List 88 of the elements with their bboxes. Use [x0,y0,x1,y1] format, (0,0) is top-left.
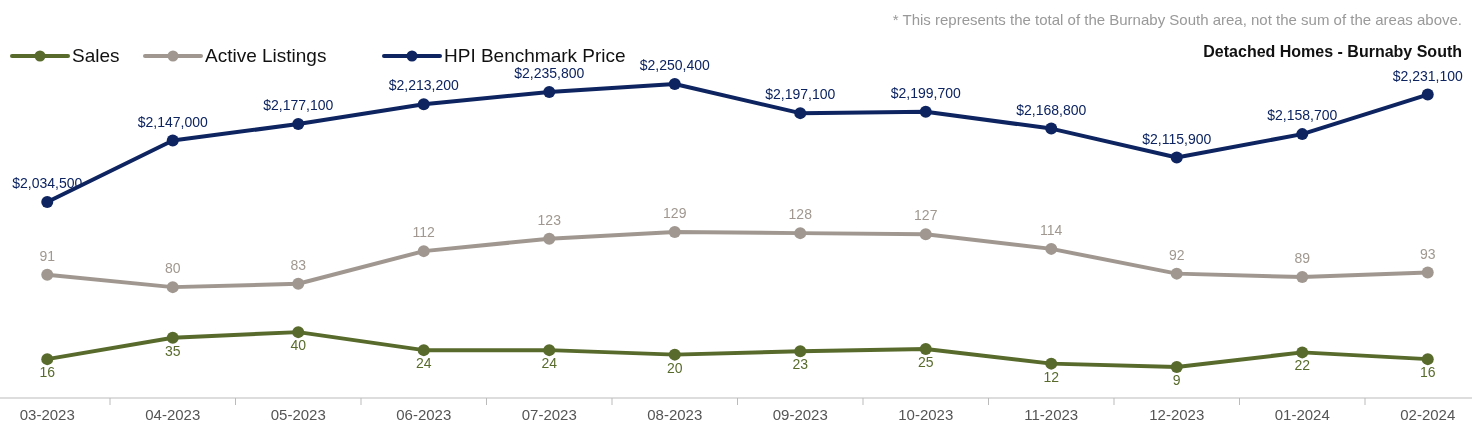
point [543,232,556,245]
data-label: $2,197,100 [765,86,836,103]
x-tick-label: 06-2023 [396,406,452,423]
data-label: $2,147,000 [137,113,208,130]
point [1045,357,1058,370]
point [1296,271,1309,283]
point [166,281,179,294]
data-label: 16 [39,364,56,381]
x-tick-label: 12-2023 [1149,406,1205,423]
point [292,118,305,131]
point [417,98,430,111]
point [919,343,932,355]
x-tick-label: 05-2023 [270,406,326,423]
data-label: 16 [1419,364,1436,381]
data-label: $2,250,400 [639,57,710,73]
point [1421,266,1434,279]
point [41,268,54,281]
data-label: $2,158,700 [1267,107,1338,124]
point [41,353,54,366]
text: * This represents the total of the Burnaby South area, not the sum of the areas above. [892,11,1462,28]
data-label: $2,231,100 [1392,67,1463,84]
legend-label: Sales [72,45,120,66]
point [292,326,305,339]
data-label: 24 [541,355,558,372]
point [1170,151,1183,164]
point [794,107,807,120]
data-label: 89 [1294,250,1311,266]
point [1296,128,1309,141]
x-tick-label: 08-2023 [647,406,703,423]
x-tick-label: 09-2023 [772,406,828,423]
point [668,226,681,238]
point [417,245,430,258]
point [919,228,932,241]
point [668,78,681,90]
data-label: $2,235,800 [514,64,585,81]
data-label: 80 [164,260,181,277]
x-tick-label: 01-2024 [1274,406,1330,423]
point [794,227,807,240]
data-label: $2,177,100 [263,97,334,114]
legend-label: Active Listings [205,45,327,66]
data-label: 12 [1043,368,1060,385]
data-label: 91 [39,247,56,264]
point [417,344,430,357]
legend-label: HPI Benchmark Price [444,45,626,66]
point [1296,346,1309,359]
point [1421,88,1434,101]
data-label: 35 [164,342,181,359]
data-label: $2,168,800 [1016,101,1087,118]
point [668,348,681,361]
x-tick-label: 10-2023 [898,406,954,423]
data-label: 129 [663,205,687,221]
data-label: 25 [917,354,934,370]
point [1170,361,1183,373]
data-label: 9 [1172,372,1181,388]
data-label: 114 [1040,221,1063,238]
data-label: 92 [1168,246,1185,263]
point [41,196,54,208]
x-tick-label: 07-2023 [521,406,577,423]
data-label: 20 [666,359,683,376]
chart-title: Detached Homes - Burnaby South [1203,43,1462,60]
x-tick-label: 04-2023 [145,406,201,423]
point [166,331,179,344]
data-label: $2,115,900 [1142,130,1212,147]
point [543,85,556,98]
point [166,134,179,147]
point [1045,122,1058,135]
data-label: $2,199,700 [890,84,961,101]
data-label: 22 [1294,357,1311,374]
point [292,277,305,290]
data-label: $2,213,200 [388,77,459,94]
data-label: 127 [914,207,938,224]
point [1421,353,1434,366]
data-label: 123 [537,211,562,228]
data-label: 93 [1419,245,1436,262]
data-label: 128 [788,206,813,223]
x-tick-label: 11-2023 [1024,406,1079,423]
point [543,344,556,357]
data-label: 83 [290,256,307,273]
data-label: 112 [412,224,436,241]
x-tick-label: 03-2023 [19,406,75,423]
x-tick-label: 02-2024 [1400,406,1456,423]
point [794,345,807,358]
point [919,105,932,118]
point [1045,242,1058,255]
data-label: 23 [792,356,809,373]
point [1170,267,1183,280]
data-label: 40 [290,337,307,354]
data-label: 24 [415,355,432,372]
